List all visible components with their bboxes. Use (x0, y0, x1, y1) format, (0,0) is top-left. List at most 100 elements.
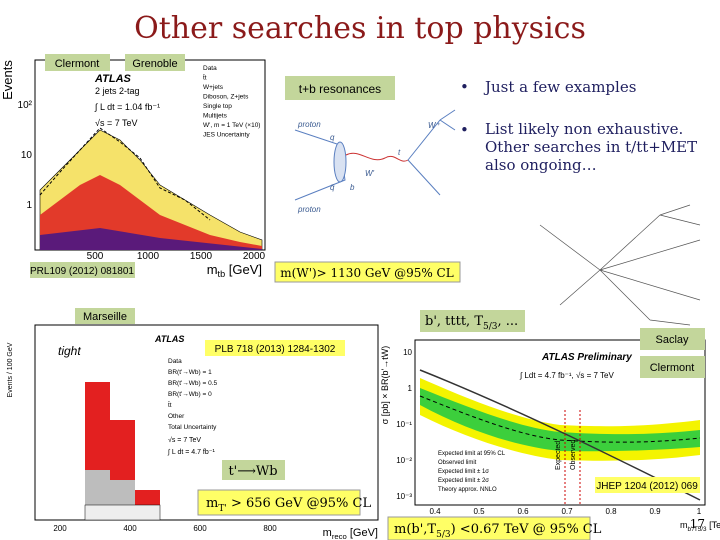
limit: m(b',T5/3) <0.67 TeV @ 95% CL (394, 522, 602, 540)
experiment: ATLAS (94, 73, 132, 85)
y-tick-label: 1 (26, 200, 32, 211)
diagram-label: q (330, 133, 335, 142)
bullet-mark: • (460, 121, 469, 139)
label-box (387, 516, 591, 540)
bullet-mark: • (460, 78, 469, 96)
bullet: List likely non exhaustive. Other search… (485, 120, 698, 174)
label: t+b resonances (299, 82, 381, 96)
x-tick-label: 0.9 (649, 507, 661, 516)
bullet: Just a few examples (483, 78, 636, 96)
legend-entry: Expected limit at 95% CL (438, 451, 506, 457)
annotation: ∫ L dt = 1.04 fb⁻¹ (94, 102, 160, 112)
label-box (274, 261, 461, 283)
y-tick-label: 10 (21, 150, 33, 161)
y-tick-label: 10⁻¹ (396, 420, 412, 429)
feynman-diagram (294, 109, 456, 201)
legend-entry: Data (203, 65, 217, 72)
reference: JHEP 1204 (2012) 069 (596, 481, 698, 492)
y-tick-label: 10² (18, 100, 33, 111)
x-tick-label: 1 (697, 507, 702, 516)
label-box (420, 310, 525, 332)
x-tick-label: 2000 (243, 251, 266, 262)
axis-label: mb'/T5/3 [TeV] (680, 520, 720, 533)
x-tick-label: 0.4 (429, 507, 441, 516)
hist-line (39, 127, 211, 221)
label-box (205, 340, 345, 356)
legend-entry: BR(t'→Wb) = 0.5 (168, 380, 217, 387)
diagram-label: proton (297, 120, 321, 129)
page-number: 17 (690, 517, 705, 531)
annotation: ∫ L dt = 4.7 fb⁻¹ (167, 449, 215, 456)
legend-entry: t̄t (203, 74, 207, 82)
diagram-label: proton (297, 205, 321, 214)
x-tick-label: 500 (87, 251, 104, 262)
label-box (30, 262, 135, 278)
expected-line (419, 395, 701, 443)
label: b', tttt, T5/3, ... (425, 314, 518, 332)
legend-entry: Other (168, 413, 185, 420)
label: Clermont (55, 58, 100, 70)
diagram-label: q̄ (330, 183, 335, 192)
legend-entry: Multijets (203, 113, 228, 120)
annotation: √s = 7 TeV (95, 118, 138, 128)
y-tick-label: 10 (403, 348, 412, 357)
label: Saclay (655, 334, 689, 346)
x-tick-label: 0.5 (473, 507, 485, 516)
annotation: √s = 7 TeV (168, 436, 201, 444)
y-tick-label: 1 (408, 384, 413, 393)
x-tick-label: 0.8 (605, 507, 617, 516)
x-tick-label: 600 (193, 524, 207, 533)
legend-entry: Total Uncertainty (168, 424, 217, 431)
annotation: 2 jets 2-tag (95, 86, 140, 96)
label-box (285, 76, 395, 100)
axis-label: σ [pb] × BR(b'→tW) (380, 346, 390, 425)
label-box (640, 328, 705, 350)
annotation: Observed (570, 440, 577, 470)
axis-label: Events / 100 GeV (7, 342, 14, 397)
diagram-label: b (350, 183, 355, 192)
legend-entry: Data (168, 358, 182, 365)
legend-entry: W+jets (203, 84, 224, 91)
experiment: ATLAS Preliminary (541, 352, 632, 363)
hist-fill (40, 228, 262, 250)
hist-bars (84, 382, 161, 521)
reference: PLB 718 (2013) 1284-1302 (215, 344, 336, 355)
x-tick-label: 1000 (137, 251, 160, 262)
annotation: Expected (555, 441, 562, 470)
y-tick-label: 10⁻² (396, 456, 412, 465)
axis-label: mtb [GeV] (207, 262, 262, 279)
limit: m(W')> 1130 GeV @95% CL (280, 266, 453, 280)
label-box (45, 54, 110, 71)
axis-label: Events (0, 60, 15, 100)
annotation: ∫ Ldt = 4.7 fb⁻¹, √s = 7 TeV (519, 371, 614, 380)
band-1sigma (420, 388, 700, 452)
x-tick-label: 1500 (190, 251, 213, 262)
label-box (75, 308, 135, 324)
x-tick-label: 0.6 (517, 507, 529, 516)
x-tick-label: 0.7 (561, 507, 573, 516)
diagram-label: t (398, 148, 401, 157)
legend-entry: Single top (203, 103, 232, 110)
legend-entry: Expected limit ± 2σ (438, 478, 489, 484)
x-tick-label: 400 (123, 524, 137, 533)
label: Marseille (83, 311, 127, 323)
axis-label: mreco [GeV] (323, 527, 378, 540)
diagram-label: W⁺ (428, 121, 441, 130)
label: Clermont (650, 362, 695, 374)
event-diagram (539, 204, 701, 326)
limit: mT' > 656 GeV @95% CL (206, 496, 371, 514)
label-box (222, 460, 285, 480)
label-box (595, 477, 700, 493)
label: Grenoble (132, 58, 177, 70)
legend-entry: t̄t (168, 401, 172, 409)
tag: tight (58, 344, 81, 358)
slide-title: Other searches in top physics (134, 11, 586, 46)
y-tick-label: 10⁻³ (396, 492, 412, 501)
experiment: ATLAS (154, 334, 184, 344)
reference: PRL109 (2012) 081801 (30, 266, 134, 277)
legend-entry: Theory approx. NNLO (438, 487, 497, 493)
diagram-label: W' (365, 169, 375, 178)
legend-entry: BR(t'→Wb) = 0 (168, 391, 212, 398)
x-tick-label: 200 (53, 524, 67, 533)
